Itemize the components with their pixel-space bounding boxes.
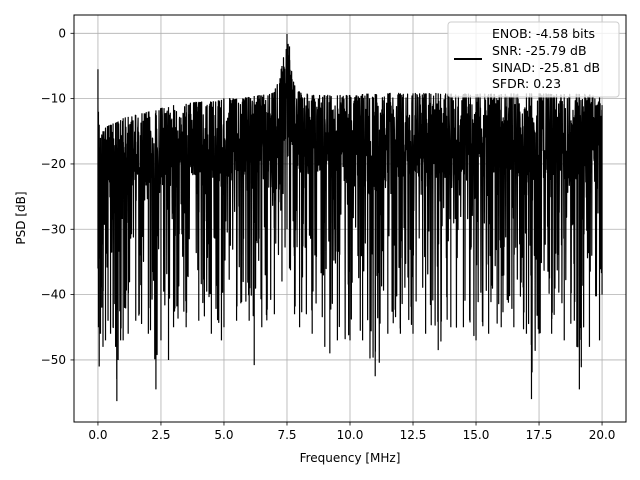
psd-line — [97, 33, 603, 402]
x-axis-label: Frequency [MHz] — [300, 451, 401, 465]
y-tick-label: 0 — [58, 26, 66, 40]
y-tick-label: −30 — [41, 222, 66, 236]
x-tick-label: 2.5 — [151, 428, 170, 442]
x-axis-ticks: 0.0 2.5 5.0 7.5 10.0 12.5 15.0 17.5 20.0 — [88, 422, 615, 442]
legend-snr: SNR: -25.79 dB — [492, 43, 587, 58]
x-tick-label: 0.0 — [88, 428, 107, 442]
legend-enob: ENOB: -4.58 bits — [492, 26, 595, 41]
psd-series — [97, 33, 603, 402]
legend-sfdr: SFDR: 0.23 — [492, 76, 561, 91]
y-tick-label: −40 — [41, 288, 66, 302]
y-axis-ticks: 0 −10 −20 −30 −40 −50 — [41, 26, 74, 367]
legend-box — [447, 21, 620, 98]
y-tick-label: −50 — [41, 353, 66, 367]
legend: ENOB: -4.58 bits SNR: -25.79 dB SINAD: -… — [447, 21, 620, 98]
x-tick-label: 20.0 — [589, 428, 616, 442]
x-tick-label: 15.0 — [463, 428, 490, 442]
x-tick-label: 7.5 — [277, 428, 296, 442]
y-axis-label: PSD [dB] — [14, 191, 28, 244]
x-tick-label: 17.5 — [526, 428, 553, 442]
y-tick-label: −10 — [41, 92, 66, 106]
x-tick-label: 12.5 — [400, 428, 427, 442]
x-tick-label: 10.0 — [337, 428, 364, 442]
x-tick-label: 5.0 — [214, 428, 233, 442]
legend-sinad: SINAD: -25.81 dB — [492, 60, 600, 75]
y-tick-label: −20 — [41, 157, 66, 171]
